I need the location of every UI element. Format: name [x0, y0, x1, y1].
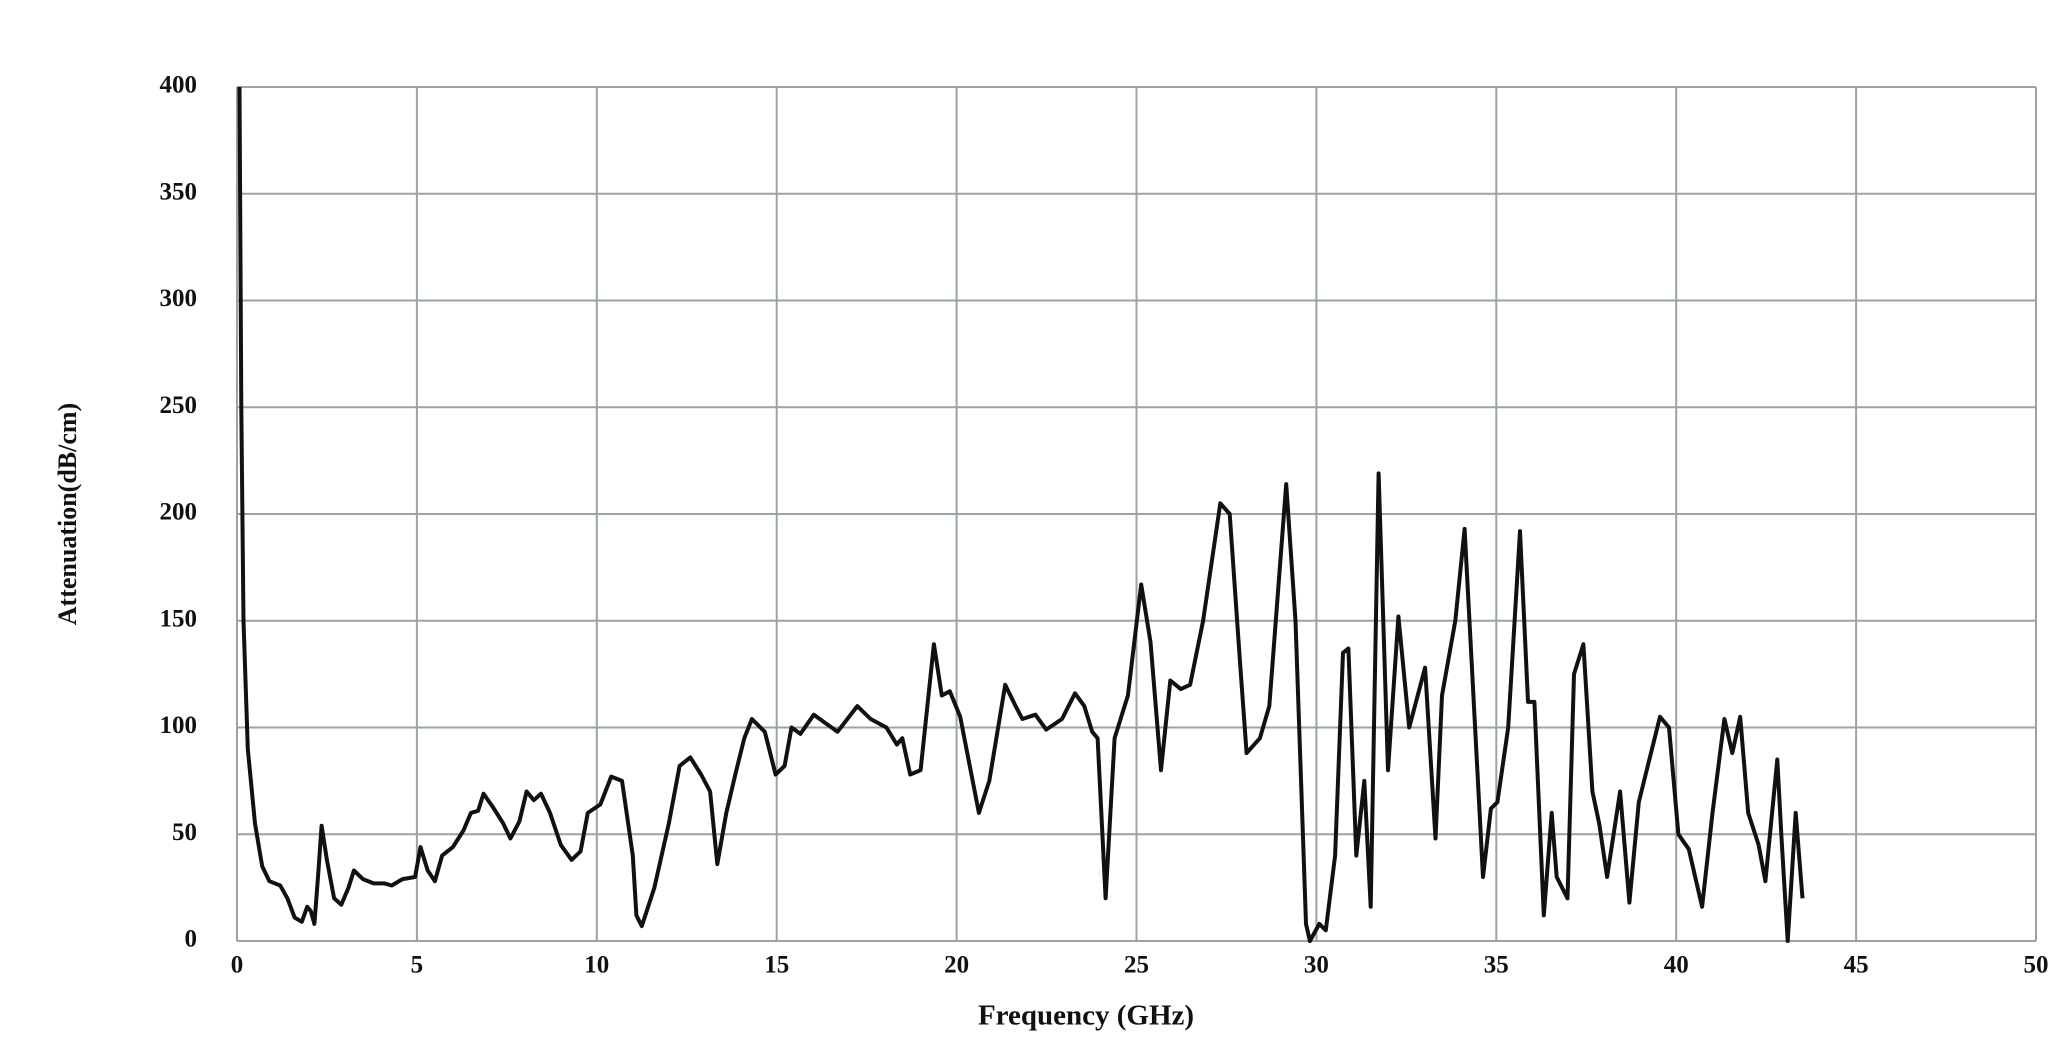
- x-axis-label: Frequency (GHz): [978, 1000, 1194, 1032]
- y-tick-label: 400: [160, 72, 198, 99]
- x-tick-label: 10: [584, 952, 609, 979]
- x-tick-label: 50: [2024, 952, 2048, 979]
- x-tick-label: 45: [1844, 952, 1869, 979]
- x-tick-label: 30: [1304, 952, 1329, 979]
- y-axis-label: Attenuation(dB/cm): [53, 403, 82, 625]
- y-tick-label: 50: [172, 819, 197, 846]
- y-tick-label: 0: [185, 926, 198, 953]
- y-tick-label: 350: [160, 178, 198, 205]
- x-tick-label: 25: [1124, 952, 1149, 979]
- y-tick-label: 200: [160, 499, 198, 526]
- y-tick-label: 150: [160, 605, 198, 632]
- x-tick-label: 35: [1484, 952, 1509, 979]
- data-line: [237, 86, 1805, 943]
- y-tick-label: 100: [160, 712, 198, 739]
- x-tick-label: 20: [944, 952, 969, 979]
- x-tick-label: 5: [411, 952, 424, 979]
- y-tick-label: 250: [160, 392, 198, 419]
- x-tick-label: 0: [231, 952, 244, 979]
- x-tick-label: 15: [764, 952, 789, 979]
- x-tick-label: 40: [1664, 952, 1689, 979]
- y-tick-label: 300: [160, 285, 198, 312]
